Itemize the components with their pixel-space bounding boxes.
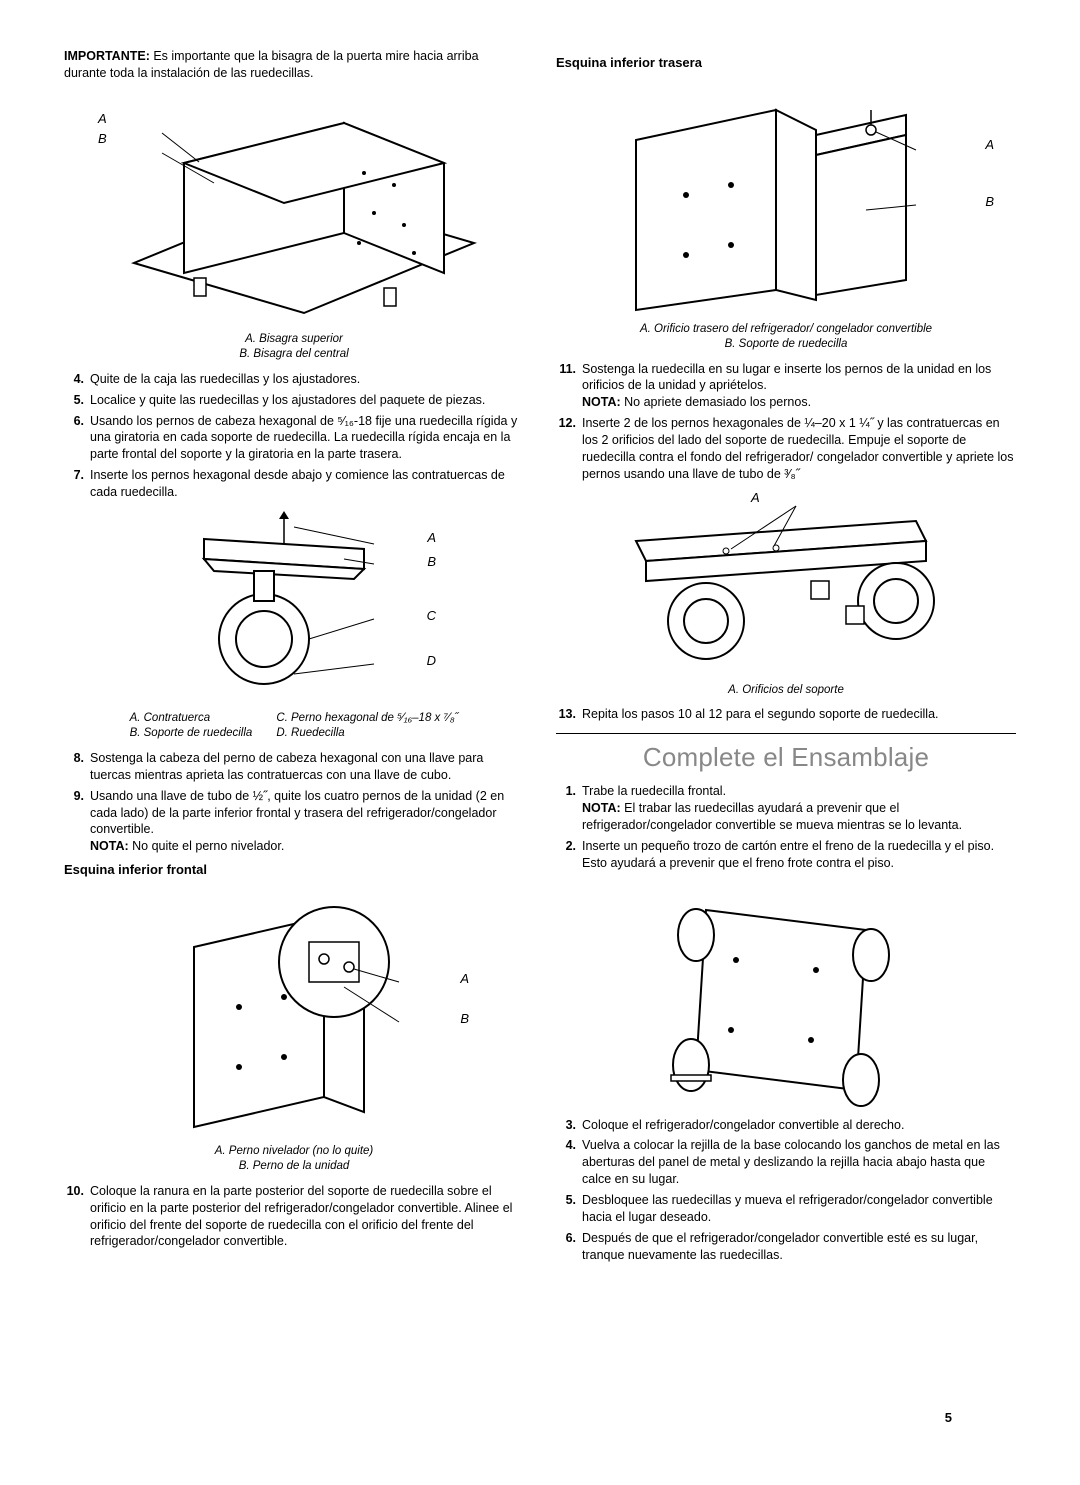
steps-13: 13. Repita los pasos 10 al 12 para el seg… bbox=[556, 706, 1016, 723]
fig1-caption-a: A. Bisagra superior bbox=[64, 332, 524, 348]
page-number: 5 bbox=[945, 1409, 952, 1427]
step-num: 2. bbox=[556, 838, 576, 872]
fig3-label-a: A bbox=[460, 970, 469, 988]
figure-caster-bracket: A B C D bbox=[64, 507, 524, 707]
figure-rear-corner: A B bbox=[556, 78, 1016, 318]
step-text: Sostenga la cabeza del perno de cabeza h… bbox=[90, 750, 524, 784]
figure-front-corner: A B bbox=[64, 885, 524, 1140]
steps-final-1-2: 1. Trabe la ruedecilla frontal. NOTA: El… bbox=[556, 783, 1016, 871]
step-num: 12. bbox=[556, 415, 576, 483]
importante-label: IMPORTANTE: bbox=[64, 49, 150, 63]
fig1-label-b: B bbox=[98, 130, 107, 148]
fig4-caption-b: B. Soporte de ruedecilla bbox=[556, 337, 1016, 353]
fig2-label-c: C bbox=[427, 607, 436, 625]
steps-11-12: 11. Sostenga la ruedecilla en su lugar e… bbox=[556, 361, 1016, 483]
step-num: 13. bbox=[556, 706, 576, 723]
step-num: 6. bbox=[556, 1230, 576, 1264]
step-text: Repita los pasos 10 al 12 para el segund… bbox=[582, 706, 1016, 723]
final1-nota-label: NOTA: bbox=[582, 801, 621, 815]
step-text: Coloque el refrigerador/congelador conve… bbox=[582, 1117, 1016, 1134]
steps-final-3-6: 3. Coloque el refrigerador/congelador con… bbox=[556, 1117, 1016, 1264]
figure-unit-on-side: A B bbox=[64, 88, 524, 328]
figure-bottom-view bbox=[556, 878, 1016, 1113]
step-text: Usando una llave de tubo de ½˝, quite lo… bbox=[90, 788, 524, 856]
fig2-label-a: A bbox=[427, 529, 436, 547]
fig1-caption-b: B. Bisagra del central bbox=[64, 347, 524, 363]
steps-8-9: 8.Sostenga la cabeza del perno de cabeza… bbox=[64, 750, 524, 855]
step-num: 9. bbox=[64, 788, 84, 856]
fig1-label-a: A bbox=[98, 110, 107, 128]
step-text: Usando los pernos de cabeza hexagonal de… bbox=[90, 413, 524, 464]
step9-text: Usando una llave de tubo de ½˝, quite lo… bbox=[90, 789, 504, 837]
right-column: Esquina inferior trasera A B A. Orificio… bbox=[556, 48, 1016, 1268]
step-num: 3. bbox=[556, 1117, 576, 1134]
step-num: 10. bbox=[64, 1183, 84, 1251]
fig5-caption-a: A. Orificios del soporte bbox=[556, 683, 1016, 699]
fig2-label-b: B bbox=[427, 553, 436, 571]
step-num: 5. bbox=[556, 1192, 576, 1226]
fig3-caption: A. Perno nivelador (no lo quite) B. Pern… bbox=[64, 1144, 524, 1175]
fig4-caption: A. Orificio trasero del refrigerador/ co… bbox=[556, 322, 1016, 353]
subhead-rear-corner: Esquina inferior trasera bbox=[556, 54, 1016, 72]
step11-nota-text: No apriete demasiado los pernos. bbox=[621, 395, 811, 409]
fig4-label-b: B bbox=[985, 193, 994, 211]
step-num: 6. bbox=[64, 413, 84, 464]
fig3-caption-b: B. Perno de la unidad bbox=[64, 1159, 524, 1175]
step-text: Vuelva a colocar la rejilla de la base c… bbox=[582, 1137, 1016, 1188]
fig5-label-a: A bbox=[751, 489, 760, 507]
step-num: 4. bbox=[64, 371, 84, 388]
fig2-caption-c: C. Perno hexagonal de ⁵⁄₁₆–18 x ⁷⁄₈˝ bbox=[276, 711, 458, 727]
importante-para: IMPORTANTE: Es importante que la bisagra… bbox=[64, 48, 524, 82]
section-title-complete: Complete el Ensamblaje bbox=[556, 733, 1016, 775]
steps-10: 10. Coloque la ranura en la parte posteri… bbox=[64, 1183, 524, 1251]
step-text: Inserte un pequeño trozo de cartón entre… bbox=[582, 838, 1016, 872]
fig3-label-b: B bbox=[460, 1010, 469, 1028]
step-text: Después de que el refrigerador/congelado… bbox=[582, 1230, 1016, 1264]
final1-nota-text: El trabar las ruedecillas ayudará a prev… bbox=[582, 801, 962, 832]
step-text: Inserte los pernos hexagonal desde abajo… bbox=[90, 467, 524, 501]
step-num: 8. bbox=[64, 750, 84, 784]
step9-nota-text: No quite el perno nivelador. bbox=[129, 839, 285, 853]
steps-4-7: 4. Quite de la caja las ruedecillas y los… bbox=[64, 371, 524, 501]
fig4-caption-a: A. Orificio trasero del refrigerador/ co… bbox=[556, 322, 1016, 338]
step11-text: Sostenga la ruedecilla en su lugar e ins… bbox=[582, 362, 991, 393]
step-text: Inserte 2 de los pernos hexagonales de ¼… bbox=[582, 415, 1016, 483]
fig2-label-d: D bbox=[427, 652, 436, 670]
fig5-caption: A. Orificios del soporte bbox=[556, 683, 1016, 699]
step11-nota-label: NOTA: bbox=[582, 395, 621, 409]
fig2-caption-a: A. Contratuerca bbox=[130, 711, 253, 727]
step-text: Localice y quite las ruedecillas y los a… bbox=[90, 392, 524, 409]
step-num: 5. bbox=[64, 392, 84, 409]
fig2-caption-d: D. Ruedecilla bbox=[276, 726, 458, 742]
step9-nota-label: NOTA: bbox=[90, 839, 129, 853]
step-text: Sostenga la ruedecilla en su lugar e ins… bbox=[582, 361, 1016, 412]
figure-bracket-holes: A bbox=[556, 489, 1016, 679]
final1-text: Trabe la ruedecilla frontal. bbox=[582, 784, 726, 798]
step-num: 7. bbox=[64, 467, 84, 501]
step-text: Desbloquee las ruedecillas y mueva el re… bbox=[582, 1192, 1016, 1226]
step-num: 4. bbox=[556, 1137, 576, 1188]
fig2-caption-b: B. Soporte de ruedecilla bbox=[130, 726, 253, 742]
step-num: 1. bbox=[556, 783, 576, 834]
step-text: Trabe la ruedecilla frontal. NOTA: El tr… bbox=[582, 783, 1016, 834]
fig1-caption: A. Bisagra superior B. Bisagra del centr… bbox=[64, 332, 524, 363]
step-text: Coloque la ranura en la parte posterior … bbox=[90, 1183, 524, 1251]
fig2-caption: A. Contratuerca B. Soporte de ruedecilla… bbox=[64, 711, 524, 742]
left-column: IMPORTANTE: Es importante que la bisagra… bbox=[64, 48, 524, 1268]
fig3-caption-a: A. Perno nivelador (no lo quite) bbox=[64, 1144, 524, 1160]
subhead-front-corner: Esquina inferior frontal bbox=[64, 861, 524, 879]
step-text: Quite de la caja las ruedecillas y los a… bbox=[90, 371, 524, 388]
step-num: 11. bbox=[556, 361, 576, 412]
fig4-label-a: A bbox=[985, 136, 994, 154]
